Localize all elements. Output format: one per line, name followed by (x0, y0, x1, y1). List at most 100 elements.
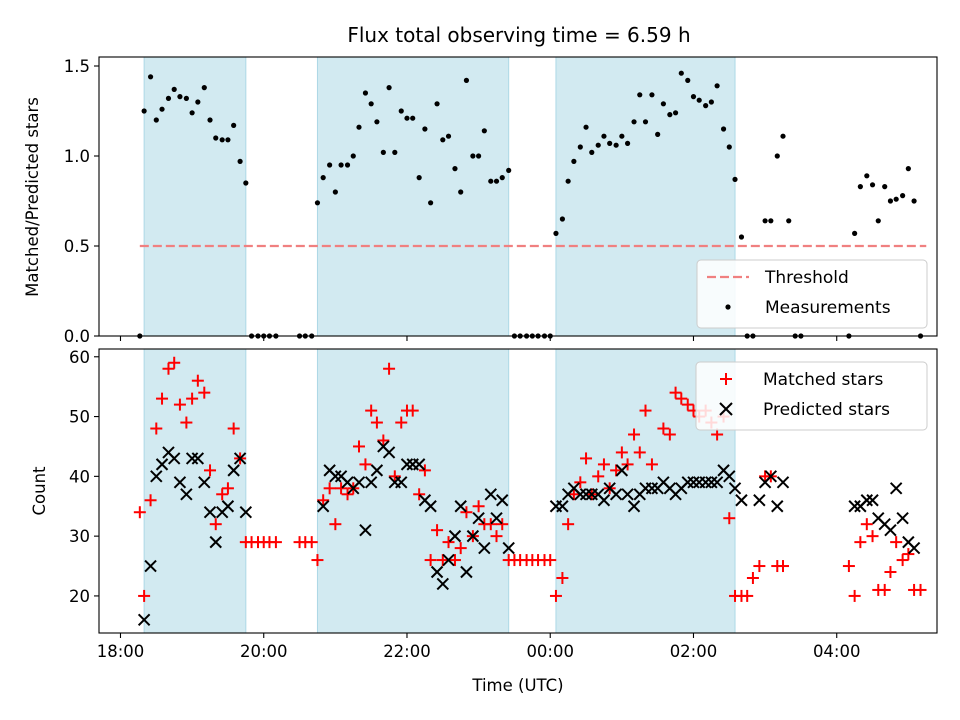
matched-star-point (556, 571, 569, 584)
matched-star-point (406, 404, 419, 417)
measurement-point (649, 92, 655, 98)
bottom-y-tick-label: 40 (69, 467, 90, 486)
measurement-point (189, 110, 195, 116)
matched-star-point (741, 589, 754, 602)
legend-predicted-label: Predicted stars (763, 400, 890, 420)
matched-star-point (227, 422, 240, 435)
top-y-tick-label: 1.5 (64, 57, 90, 76)
top-x-ticks (119, 336, 838, 341)
predicted-star-point (705, 476, 718, 489)
predicted-star-point (352, 476, 366, 489)
predicted-star-point (484, 488, 497, 501)
matched-star-point (436, 554, 449, 567)
legend-predicted-swatch (719, 402, 733, 416)
measurement-point (183, 95, 189, 101)
matched-star-point (669, 386, 682, 399)
matched-star-point (198, 386, 211, 399)
matched-star-point (610, 464, 623, 477)
measurement-point (332, 189, 338, 195)
matched-star-point (645, 458, 658, 471)
top-panel: 0.0 0.5 1.0 1.5 Matched/Predicted stars Thr… (23, 56, 938, 346)
matched-star-point (884, 566, 897, 579)
measurement-point (911, 198, 917, 204)
predicted-star-point (907, 541, 921, 555)
measurement-point (225, 137, 231, 143)
top-axes-frame (98, 56, 938, 337)
measurement-point (368, 101, 374, 107)
measurement-point (404, 115, 410, 121)
predicted-star-point (191, 452, 205, 465)
predicted-star-point (556, 500, 569, 513)
legend-threshold-label: Threshold (764, 268, 849, 288)
predicted-star-point (579, 488, 593, 501)
measurement-point (703, 103, 709, 109)
matched-star-point (317, 494, 330, 507)
measurement-point (708, 99, 714, 105)
predicted-star-point (490, 511, 503, 525)
measurement-point (624, 140, 631, 146)
matched-star-point (549, 589, 562, 602)
predicted-star-point (221, 500, 235, 513)
measurement-point (207, 117, 213, 123)
matched-star-point (896, 554, 909, 567)
predicted-star-point (884, 523, 897, 537)
measurement-point (141, 108, 147, 114)
measurement-point (732, 176, 738, 182)
measurement-point (458, 189, 464, 195)
predicted-star-point (764, 470, 778, 483)
measurement-point (893, 196, 899, 202)
predicted-star-point (400, 458, 414, 471)
predicted-star-point (448, 529, 462, 543)
predicted-star-point (502, 541, 515, 555)
predicted-star-point (227, 464, 240, 477)
measurement-point (416, 175, 422, 181)
measurement-point (422, 126, 428, 132)
predicted-star-point (496, 494, 509, 507)
measurement-point (398, 108, 404, 114)
matched-star-point (329, 518, 342, 531)
predicted-star-point (364, 476, 378, 489)
top-y-tick-label: 0.5 (64, 237, 90, 256)
measurement-point (153, 117, 159, 123)
matched-star-point (496, 518, 509, 531)
measurement-point (177, 94, 183, 100)
predicted-star-points (137, 440, 921, 627)
bottom-y-axis: 20 30 40 50 60 (69, 348, 99, 606)
x-tick-label: 04:00 (813, 642, 861, 661)
matched-star-point (383, 362, 396, 375)
predicted-star-point (137, 613, 151, 627)
matched-star-point (323, 482, 336, 495)
measurement-point (159, 106, 165, 112)
matched-star-point (413, 488, 426, 501)
measurement-point (243, 180, 249, 186)
predicted-star-point (203, 506, 217, 519)
predicted-star-point (472, 511, 485, 525)
predicted-star-point (359, 523, 372, 537)
predicted-star-point (382, 446, 396, 459)
top-legend: Threshold Measurements (696, 259, 928, 329)
matched-star-point (567, 488, 580, 501)
matched-star-point (156, 392, 169, 405)
measurement-point (714, 83, 720, 89)
predicted-star-point (728, 482, 742, 495)
matched-star-point (138, 589, 151, 602)
matched-star-point (209, 518, 222, 531)
predicted-star-point (185, 452, 199, 465)
measurement-point (392, 149, 398, 155)
measurement-point (476, 153, 482, 159)
matched-star-point (723, 512, 736, 525)
matched-star-point (842, 560, 855, 573)
matched-star-point (424, 554, 437, 567)
predicted-star-point (460, 565, 473, 579)
matched-star-point (615, 446, 628, 459)
measurement-point (642, 119, 649, 125)
matched-star-point (860, 518, 873, 531)
x-tick-label: 22:00 (383, 642, 431, 661)
matched-star-point (848, 589, 861, 602)
legend-measurements-swatch (725, 304, 731, 310)
matched-star-point (854, 536, 867, 549)
measurement-point (583, 124, 589, 130)
measurement-point (595, 142, 601, 148)
matched-star-point (269, 536, 282, 549)
predicted-star-point (144, 559, 157, 573)
